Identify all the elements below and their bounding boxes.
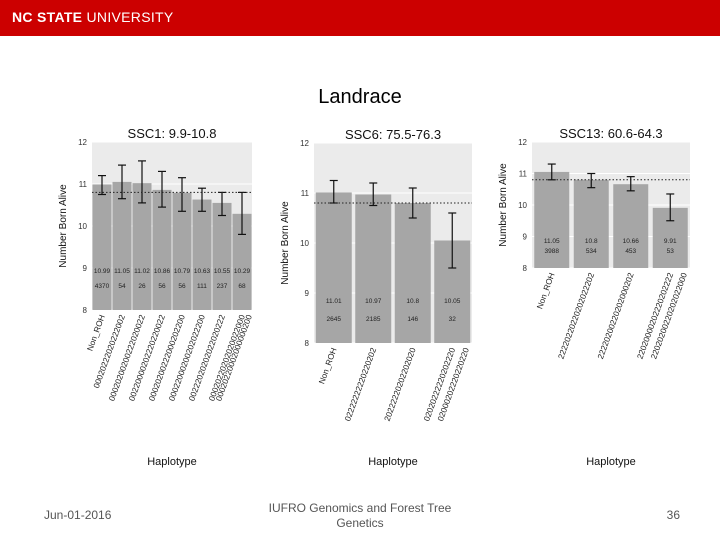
bar-value-label: 10.8	[406, 298, 419, 305]
bar-count-label: 3988	[545, 248, 560, 255]
y-tick-label: 12	[78, 138, 87, 147]
x-axis-label: Haplotype	[147, 456, 197, 468]
x-axis-label: Haplotype	[586, 456, 636, 468]
bar-count-label: 534	[586, 248, 597, 255]
bar-value-label: 9.91	[664, 238, 677, 245]
x-tick-label: Non_ROH	[535, 272, 556, 311]
y-tick-label: 12	[300, 139, 309, 148]
bar	[153, 190, 172, 310]
bar-count-label: 453	[625, 248, 636, 255]
x-axis-label: Haplotype	[368, 456, 418, 468]
bar-count-label: 2645	[327, 316, 342, 323]
bar-value-label: 11.01	[326, 298, 342, 305]
bar-count-label: 56	[178, 283, 186, 290]
y-tick-label: 11	[519, 170, 528, 179]
bar-count-label: 54	[118, 283, 126, 290]
bar-count-label: 26	[138, 283, 146, 290]
bar-count-label: 2185	[366, 316, 381, 323]
y-tick-label: 10	[300, 239, 309, 248]
bar-value-label: 10.79	[174, 268, 191, 275]
x-tick-label: Non_ROH	[317, 347, 338, 386]
bar-count-label: 111	[197, 283, 207, 290]
bar-count-label: 4370	[95, 283, 110, 290]
footer-page-number: 36	[640, 508, 680, 522]
y-tick-label: 9	[305, 289, 310, 298]
bar-value-label: 11.05	[114, 268, 130, 275]
bar	[213, 203, 232, 310]
y-tick-label: 9	[523, 233, 528, 242]
bar-value-label: 10.55	[214, 268, 231, 275]
chart-title: SSC13: 60.6-64.3	[559, 126, 662, 141]
bar	[113, 182, 132, 310]
x-tick-label: 20222220202202020	[383, 346, 418, 422]
y-axis-label: Number Born Alive	[498, 163, 509, 247]
bar-value-label: 10.99	[94, 268, 111, 275]
bar	[193, 200, 212, 310]
y-tick-label: 8	[523, 264, 528, 273]
bar-value-label: 10.29	[234, 268, 251, 275]
bar-count-label: 32	[449, 316, 457, 323]
chart-title: SSC6: 75.5-76.3	[345, 127, 441, 142]
bar-count-label: 68	[238, 283, 246, 290]
y-tick-label: 9	[83, 264, 88, 273]
y-tick-label: 8	[83, 306, 88, 315]
x-tick-label: Non_ROH	[86, 314, 107, 353]
y-tick-label: 11	[301, 189, 310, 198]
y-tick-label: 11	[79, 180, 88, 189]
bar-count-label: 56	[158, 283, 166, 290]
bar-count-label: 146	[407, 316, 418, 323]
bar-value-label: 10.05	[444, 298, 461, 305]
bar	[93, 184, 112, 310]
bar-value-label: 10.86	[154, 268, 171, 275]
y-tick-label: 10	[518, 201, 527, 210]
x-tick-label: 22220200220202000202	[596, 271, 636, 360]
bar-value-label: 11.02	[134, 268, 150, 275]
chart-title: SSC1: 9.9-10.8	[128, 126, 217, 141]
x-tick-label: 02222222220220202	[343, 346, 378, 422]
y-tick-label: 10	[78, 222, 87, 231]
x-tick-label: 22220220220202022202	[557, 271, 597, 360]
footer-conference: IUFRO Genomics and Forest Tree Genetics	[262, 501, 458, 531]
bar-value-label: 10.97	[365, 298, 382, 305]
y-tick-label: 12	[518, 138, 527, 147]
y-axis-label: Number Born Alive	[280, 201, 291, 285]
footer-date: Jun-01-2016	[44, 508, 111, 522]
bar-value-label: 10.8	[585, 238, 598, 245]
bar-value-label: 10.66	[623, 238, 640, 245]
bar	[613, 184, 648, 268]
bar-count-label: 237	[217, 283, 228, 290]
y-axis-label: Number Born Alive	[58, 184, 69, 268]
bar-value-label: 10.63	[194, 268, 211, 275]
bar-count-label: 53	[667, 248, 675, 255]
y-tick-label: 8	[305, 339, 310, 348]
bar-value-label: 11.05	[544, 238, 560, 245]
